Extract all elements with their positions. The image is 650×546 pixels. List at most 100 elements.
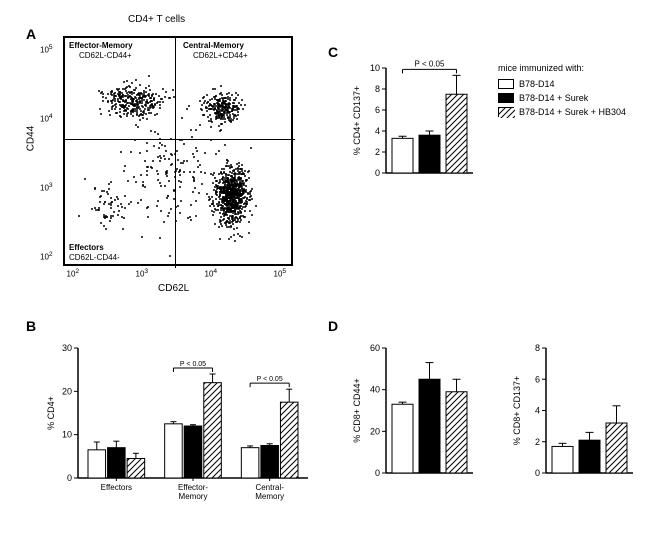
scatter-dot — [232, 206, 234, 208]
scatter-dot — [168, 180, 170, 182]
scatter-dot — [203, 114, 205, 116]
scatter-dot — [165, 150, 167, 152]
scatter-dot — [249, 210, 251, 212]
scatter-dot — [169, 255, 171, 257]
scatter-dot — [224, 144, 226, 146]
scatter-dot — [141, 102, 143, 104]
scatter-dot — [134, 96, 136, 98]
scatter-dot — [128, 85, 130, 87]
scatter-dot — [239, 207, 241, 209]
ytick-label: 40 — [370, 385, 380, 395]
scatter-dot — [241, 99, 243, 101]
scatter-dot — [188, 105, 190, 107]
bar — [127, 459, 145, 479]
scatter-dot — [170, 208, 172, 210]
scatter-dot — [127, 96, 129, 98]
scatter-dot — [135, 181, 137, 183]
scatter-dot — [164, 96, 166, 98]
scatter-dot — [192, 191, 194, 193]
scatter-dot — [236, 118, 238, 120]
bar — [280, 402, 298, 478]
scatter-dot — [180, 200, 182, 202]
quad-tl-sub: CD62L-CD44+ — [79, 51, 132, 60]
scatter-dot — [98, 207, 100, 209]
scatter-dot — [120, 98, 122, 100]
panel-a-xaxis: CD62L — [158, 283, 189, 294]
scatter-dot — [193, 180, 195, 182]
scatter-dot — [158, 95, 160, 97]
scatter-dot — [108, 188, 110, 190]
scatter-dot — [228, 92, 230, 94]
scatter-dot — [246, 203, 248, 205]
panel-a-label: A — [26, 26, 36, 42]
scatter-dot — [183, 171, 185, 173]
scatter-dot — [139, 84, 141, 86]
scatter-dot — [170, 153, 172, 155]
scatter-dot — [119, 111, 121, 113]
scatter-dot — [245, 205, 247, 207]
scatter-dot — [114, 100, 116, 102]
scatter-dot — [110, 204, 112, 206]
ytick-label: 30 — [62, 343, 72, 353]
scatter-dot — [241, 164, 243, 166]
scatter-dot — [234, 99, 236, 101]
panel-d-label: D — [328, 318, 338, 334]
bar — [261, 446, 279, 479]
scatter-dot — [212, 200, 214, 202]
scatter-dot — [195, 129, 197, 131]
scatter-dot — [230, 236, 232, 238]
scatter-dot — [230, 164, 232, 166]
scatter-dot — [150, 130, 152, 132]
scatter-dot — [84, 178, 86, 180]
scatter-dot — [110, 181, 112, 183]
scatter-dot — [214, 223, 216, 225]
scatter-dot — [147, 216, 149, 218]
scatter-xtick: 102 — [67, 268, 80, 279]
scatter-dot — [212, 182, 214, 184]
scatter-dot — [148, 85, 150, 87]
scatter-dot — [135, 79, 137, 81]
scatter-dot — [237, 107, 239, 109]
scatter-dot — [131, 93, 133, 95]
scatter-dot — [157, 133, 159, 135]
scatter-ytick: 103 — [40, 182, 53, 193]
scatter-dot — [199, 164, 201, 166]
scatter-dot — [189, 171, 191, 173]
scatter-dot — [123, 113, 125, 115]
scatter-dot — [168, 158, 170, 160]
scatter-dot — [146, 174, 148, 176]
scatter-dot — [228, 174, 230, 176]
scatter-dot — [109, 114, 111, 116]
scatter-dot — [148, 109, 150, 111]
scatter-dot — [236, 227, 238, 229]
scatter-dot — [133, 176, 135, 178]
scatter-dot — [240, 202, 242, 204]
scatter-dot — [156, 113, 158, 115]
scatter-dot — [144, 186, 146, 188]
quad-bl-sub: CD62L-CD44- — [69, 253, 120, 262]
scatter-dot — [226, 162, 228, 164]
scatter-dot — [159, 160, 161, 162]
scatter-dot — [123, 105, 125, 107]
scatter-dot — [213, 211, 215, 213]
scatter-dot — [167, 215, 169, 217]
scatter-xtick: 104 — [205, 268, 218, 279]
scatter-dot — [245, 180, 247, 182]
scatter-dot — [199, 100, 201, 102]
scatter-dot — [145, 87, 147, 89]
scatter-ytick: 104 — [40, 113, 53, 124]
scatter-dot — [157, 200, 159, 202]
scatter-dot — [126, 113, 128, 115]
scatter-dot — [227, 179, 229, 181]
scatter-dot — [211, 98, 213, 100]
scatter-dot — [225, 213, 227, 215]
scatter-dot — [162, 88, 164, 90]
scatter-dot — [238, 162, 240, 164]
scatter-dot — [239, 221, 241, 223]
bar — [184, 426, 202, 478]
scatter-dot — [111, 201, 113, 203]
scatter-dot — [248, 170, 250, 172]
ytick-label: 20 — [370, 426, 380, 436]
scatter-dot — [227, 207, 229, 209]
bar — [204, 383, 222, 478]
